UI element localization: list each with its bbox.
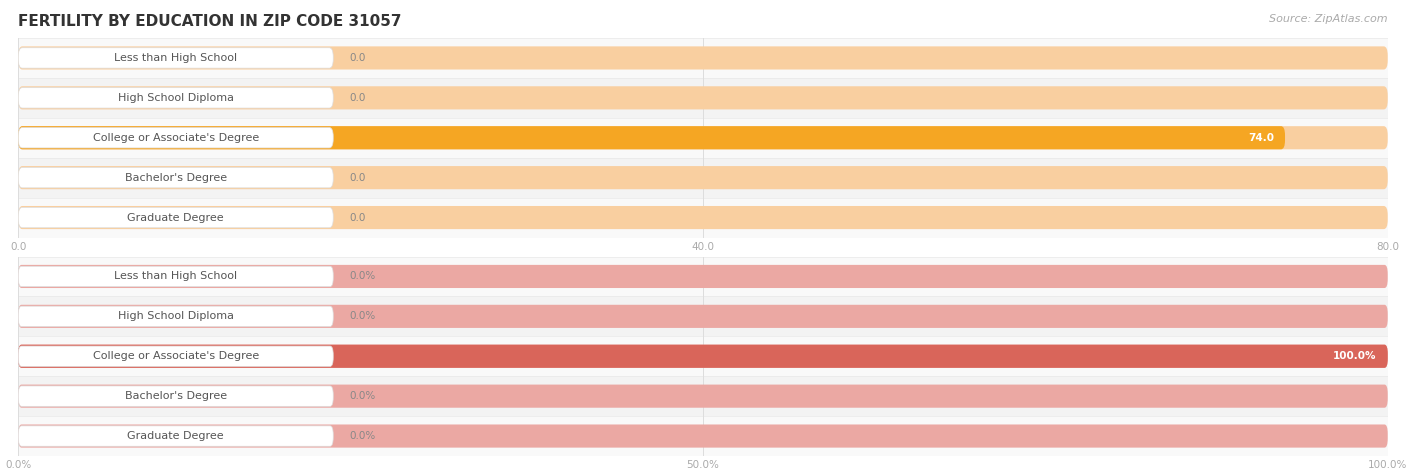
- Bar: [18, 158, 1388, 198]
- FancyBboxPatch shape: [18, 425, 1388, 447]
- Text: 0.0: 0.0: [350, 53, 366, 63]
- Text: Less than High School: Less than High School: [114, 271, 238, 282]
- FancyBboxPatch shape: [18, 385, 1388, 408]
- Bar: [18, 118, 1388, 158]
- Text: 0.0: 0.0: [350, 212, 366, 223]
- Text: Graduate Degree: Graduate Degree: [128, 431, 224, 441]
- FancyBboxPatch shape: [18, 346, 333, 366]
- Text: College or Associate's Degree: College or Associate's Degree: [93, 351, 259, 361]
- FancyBboxPatch shape: [18, 266, 333, 286]
- FancyBboxPatch shape: [18, 168, 333, 188]
- FancyBboxPatch shape: [18, 126, 1388, 149]
- Text: 0.0%: 0.0%: [350, 311, 375, 322]
- Text: Bachelor's Degree: Bachelor's Degree: [125, 391, 226, 401]
- FancyBboxPatch shape: [18, 426, 333, 446]
- FancyBboxPatch shape: [18, 126, 1285, 149]
- Bar: [18, 78, 1388, 118]
- Bar: [18, 376, 1388, 416]
- FancyBboxPatch shape: [18, 345, 1388, 368]
- Bar: [18, 416, 1388, 456]
- Text: High School Diploma: High School Diploma: [118, 311, 233, 322]
- FancyBboxPatch shape: [18, 208, 333, 228]
- FancyBboxPatch shape: [18, 206, 1388, 229]
- Text: FERTILITY BY EDUCATION IN ZIP CODE 31057: FERTILITY BY EDUCATION IN ZIP CODE 31057: [18, 14, 402, 29]
- Text: 0.0%: 0.0%: [350, 431, 375, 441]
- Text: Less than High School: Less than High School: [114, 53, 238, 63]
- Text: Graduate Degree: Graduate Degree: [128, 212, 224, 223]
- FancyBboxPatch shape: [18, 386, 333, 406]
- Text: 0.0%: 0.0%: [350, 271, 375, 282]
- Text: 0.0: 0.0: [350, 93, 366, 103]
- FancyBboxPatch shape: [18, 345, 1388, 368]
- FancyBboxPatch shape: [18, 128, 333, 148]
- Text: 0.0%: 0.0%: [350, 391, 375, 401]
- FancyBboxPatch shape: [18, 305, 1388, 328]
- FancyBboxPatch shape: [18, 306, 333, 326]
- FancyBboxPatch shape: [18, 88, 333, 108]
- Bar: [18, 198, 1388, 238]
- Text: Bachelor's Degree: Bachelor's Degree: [125, 172, 226, 183]
- Text: 100.0%: 100.0%: [1333, 351, 1376, 361]
- FancyBboxPatch shape: [18, 47, 1388, 69]
- FancyBboxPatch shape: [18, 86, 1388, 109]
- Bar: [18, 256, 1388, 296]
- Bar: [18, 296, 1388, 336]
- FancyBboxPatch shape: [18, 48, 333, 68]
- Text: 74.0: 74.0: [1249, 133, 1274, 143]
- Text: 0.0: 0.0: [350, 172, 366, 183]
- Text: College or Associate's Degree: College or Associate's Degree: [93, 133, 259, 143]
- FancyBboxPatch shape: [18, 166, 1388, 189]
- Text: High School Diploma: High School Diploma: [118, 93, 233, 103]
- Text: Source: ZipAtlas.com: Source: ZipAtlas.com: [1270, 14, 1388, 24]
- Bar: [18, 38, 1388, 78]
- Bar: [18, 336, 1388, 376]
- FancyBboxPatch shape: [18, 265, 1388, 288]
